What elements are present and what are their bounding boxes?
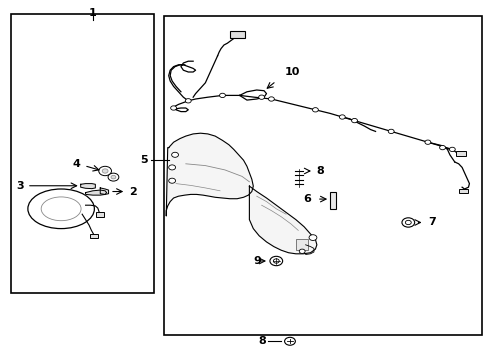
Bar [295, 239, 307, 250]
Circle shape [284, 337, 295, 345]
Text: 7: 7 [427, 217, 435, 228]
Polygon shape [81, 184, 95, 189]
Circle shape [312, 108, 318, 112]
Text: 5: 5 [140, 155, 147, 165]
Circle shape [108, 173, 119, 181]
Circle shape [111, 175, 116, 179]
Bar [11, 14, 154, 293]
Circle shape [299, 249, 305, 253]
Circle shape [448, 147, 454, 152]
Circle shape [308, 235, 316, 240]
Text: 1: 1 [89, 8, 97, 18]
Polygon shape [100, 188, 108, 194]
Circle shape [170, 106, 176, 110]
Circle shape [273, 259, 279, 263]
Bar [329, 192, 336, 209]
Bar [163, 16, 481, 335]
Bar [455, 151, 465, 156]
Circle shape [387, 129, 393, 134]
Circle shape [99, 166, 111, 176]
Circle shape [269, 256, 282, 266]
Bar [96, 212, 103, 217]
Text: 6: 6 [303, 194, 311, 204]
Bar [90, 234, 98, 238]
Circle shape [219, 93, 225, 98]
Bar [229, 31, 245, 38]
Circle shape [351, 118, 357, 123]
Circle shape [258, 95, 264, 99]
Polygon shape [249, 186, 316, 254]
Circle shape [268, 97, 274, 101]
Circle shape [168, 165, 175, 170]
Text: 10: 10 [284, 67, 300, 77]
Text: 3: 3 [16, 181, 23, 191]
Text: 4: 4 [73, 159, 81, 169]
Circle shape [168, 178, 175, 183]
Text: 9: 9 [253, 256, 261, 266]
Text: 8: 8 [316, 166, 324, 176]
Circle shape [102, 169, 108, 173]
Circle shape [401, 218, 414, 227]
Polygon shape [85, 190, 106, 195]
Text: 2: 2 [129, 186, 137, 197]
Circle shape [185, 99, 191, 103]
Polygon shape [166, 133, 253, 216]
Circle shape [424, 140, 430, 144]
Circle shape [171, 152, 178, 157]
Circle shape [439, 145, 445, 150]
Ellipse shape [41, 197, 81, 221]
Text: 8: 8 [258, 336, 266, 346]
Circle shape [405, 220, 410, 225]
Ellipse shape [28, 189, 94, 229]
Circle shape [339, 115, 345, 119]
Bar [458, 189, 468, 193]
